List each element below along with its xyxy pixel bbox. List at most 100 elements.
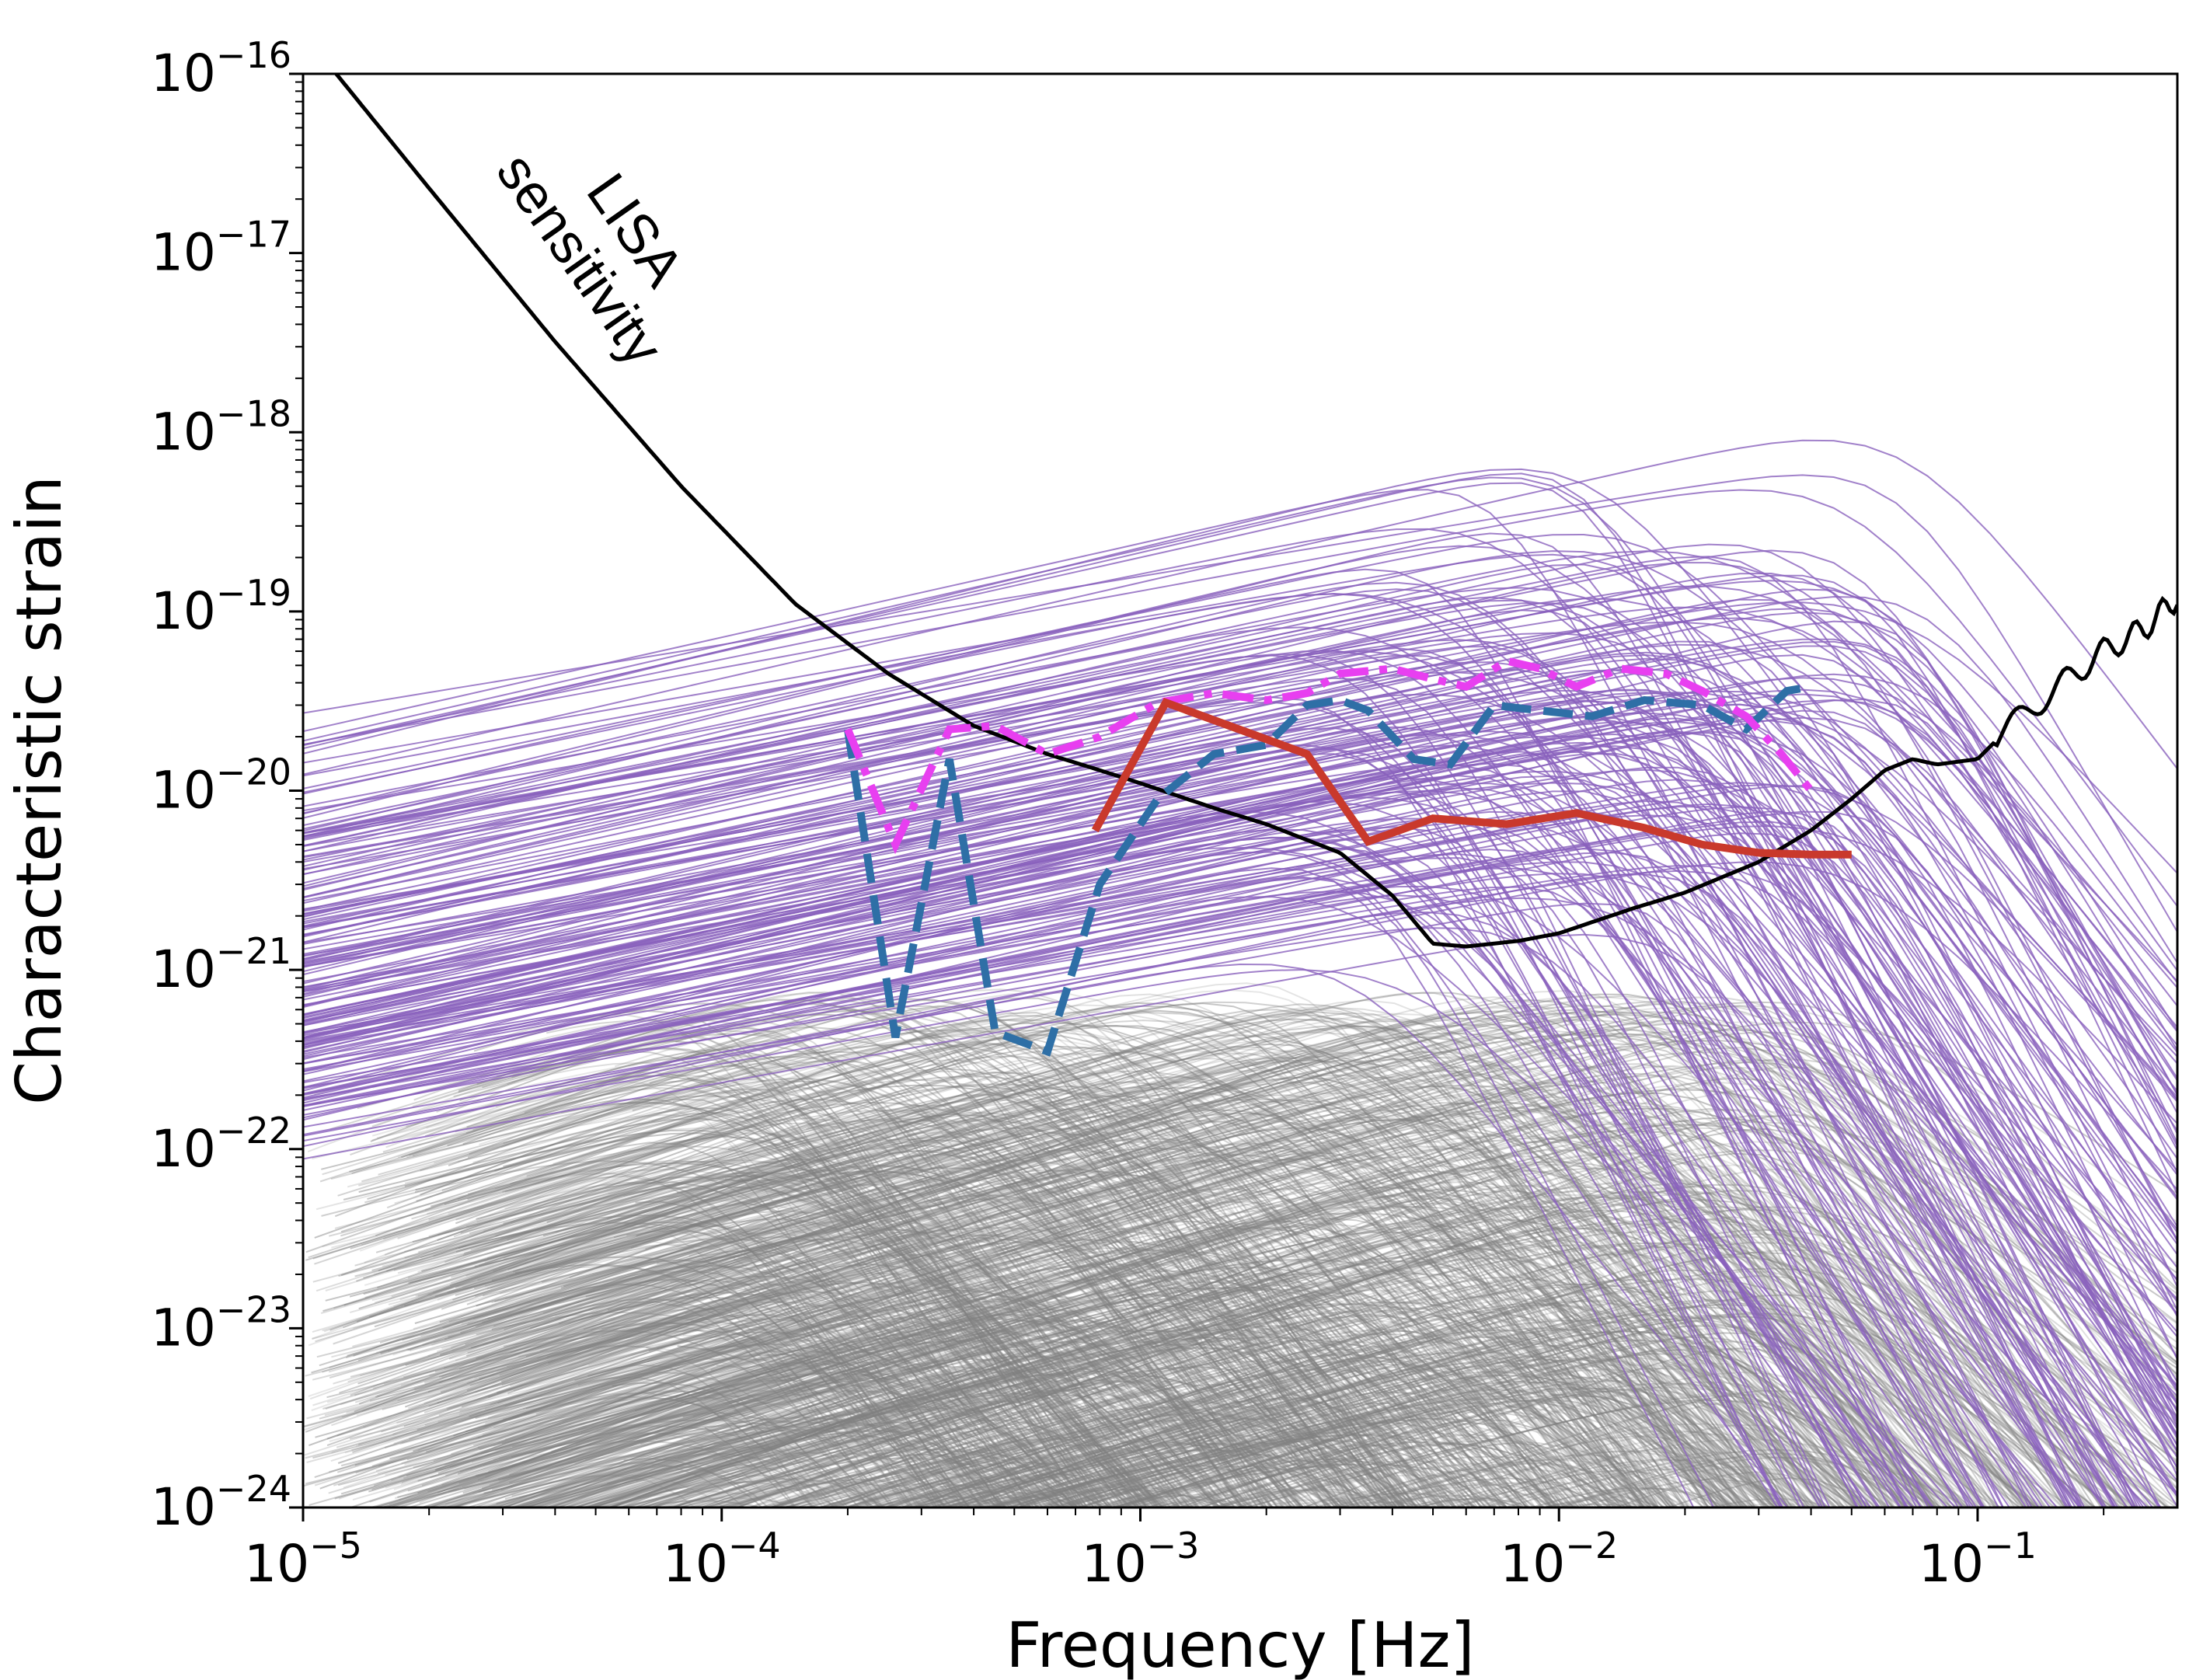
gray-source-curve — [692, 1047, 1607, 1507]
gray-source-curve — [838, 1394, 1462, 1507]
gray-source-curve — [371, 1270, 1475, 1507]
gray-source-curve — [371, 1392, 824, 1507]
gray-source-curve — [1097, 1359, 1842, 1507]
gray-source-curve — [449, 1288, 1651, 1507]
gray-source-curve — [850, 1251, 2081, 1507]
gray-source-curve — [414, 1126, 1629, 1507]
gray-source-curve — [386, 1165, 1857, 1507]
purple-source-curve — [303, 489, 2177, 907]
gray-source-curve — [400, 1177, 1380, 1507]
gray-source-curve — [703, 1111, 2074, 1507]
gray-source-curve — [430, 1353, 1363, 1507]
gray-source-curve — [422, 1016, 1857, 1507]
gray-source-curve — [437, 1309, 1126, 1507]
gray-source-curve — [424, 1118, 1757, 1507]
gray-source-curve — [632, 1442, 1015, 1507]
gray-source-curve — [379, 1147, 1660, 1507]
gray-source-curve — [354, 1516, 2177, 1597]
gray-source-curve — [526, 1027, 1344, 1507]
gray-source-curve — [336, 1529, 2177, 1597]
gray-source-curve — [442, 1242, 2170, 1507]
gray-source-curve — [349, 1021, 1670, 1507]
gray-source-curve — [942, 1274, 1996, 1507]
y-axis-label: Characteristic strain — [3, 476, 75, 1105]
gray-source-curve — [507, 1047, 1162, 1507]
gray-source-curve — [779, 1470, 1027, 1507]
gray-source-curve — [765, 1333, 1529, 1507]
gray-source-curve — [315, 1554, 2177, 1597]
purple-source-curve — [303, 744, 1929, 1507]
gray-source-curve — [446, 1334, 925, 1507]
gray-source-curve — [1329, 1423, 1912, 1507]
gray-source-curve — [436, 1204, 1333, 1507]
gray-source-curve — [399, 1040, 1863, 1507]
gray-source-curve — [960, 1378, 1646, 1507]
gray-source-curve — [408, 1167, 1385, 1507]
gray-source-curve — [462, 1163, 1467, 1507]
gray-source-curve — [525, 1197, 1729, 1507]
gray-source-curve — [388, 1124, 2177, 1507]
gray-source-curve — [308, 1263, 1149, 1507]
gray-source-curve — [992, 1361, 1785, 1507]
gray-source-curve — [459, 1138, 2028, 1507]
gray-source-curve — [542, 1139, 1274, 1507]
gray-source-curve — [629, 1284, 1719, 1507]
gray-source-curve — [556, 1202, 1839, 1507]
purple-source-curve — [303, 588, 2077, 1507]
gray-source-curve — [467, 997, 1474, 1507]
gray-source-curve — [682, 1056, 1801, 1507]
gray-source-curve — [305, 1551, 2177, 1598]
gray-source-curve — [1225, 1392, 1906, 1507]
gray-source-curve — [1475, 1424, 1886, 1507]
gray-source-curve — [340, 1055, 1558, 1507]
gray-source-curve — [524, 1018, 1438, 1507]
purple-source-curve — [303, 730, 2177, 1201]
gray-source-curve — [476, 1152, 1989, 1507]
gray-source-curve — [682, 1002, 2177, 1400]
purple-source-curve — [303, 783, 2177, 1103]
gray-source-curve — [1312, 1482, 1627, 1507]
purple-source-curve — [303, 894, 1935, 1507]
gray-source-curve — [513, 1201, 1828, 1507]
gray-source-curve — [474, 1276, 1016, 1507]
gray-source-curve — [438, 1293, 1243, 1507]
gray-source-curve — [439, 993, 2167, 1507]
gray-source-curve — [1114, 1294, 2177, 1507]
gray-source-curve — [699, 1120, 1912, 1507]
gray-source-curve — [587, 1343, 998, 1507]
gray-source-curve — [483, 1316, 1033, 1507]
gray-source-curve — [507, 1310, 1727, 1507]
gray-source-curve — [993, 1434, 1605, 1507]
gray-source-curve — [525, 1349, 983, 1507]
gray-source-curve — [402, 1250, 1002, 1507]
gray-source-curve — [439, 1238, 1117, 1507]
gray-source-curve — [363, 1138, 1243, 1507]
gray-source-curve — [403, 1234, 1358, 1507]
gray-source-curve — [343, 1565, 2177, 1597]
gray-source-curve — [347, 1026, 1735, 1507]
gray-source-curve — [340, 1333, 1143, 1507]
gray-source-curve — [417, 1114, 1940, 1507]
gray-source-curve — [406, 1287, 1455, 1507]
purple-source-curve — [303, 873, 2177, 1495]
gray-source-curve — [428, 1109, 1248, 1507]
gray-source-curve — [723, 1453, 1078, 1507]
gray-source-curve — [494, 1132, 1180, 1507]
gray-source-curve — [398, 1389, 828, 1507]
gray-source-curve — [472, 1194, 1846, 1507]
gray-source-curve — [333, 1100, 1507, 1507]
gray-source-curve — [503, 1050, 1720, 1507]
gray-source-curve — [513, 1059, 1801, 1507]
gray-source-curve — [591, 1093, 1825, 1507]
gray-source-curve — [320, 1149, 1240, 1507]
gray-source-curve — [625, 1221, 2177, 1507]
gray-source-curve — [510, 1280, 1165, 1507]
gray-source-curve — [521, 1326, 1413, 1507]
gray-source-curve — [1105, 1460, 1393, 1507]
gray-source-curve — [734, 1260, 1660, 1507]
gray-source-curve — [357, 1239, 1395, 1507]
gray-source-curve — [491, 1320, 1292, 1507]
gray-source-curve — [448, 1283, 1089, 1507]
gray-source-curve — [608, 1013, 1876, 1507]
gray-source-curve — [458, 1148, 2114, 1507]
